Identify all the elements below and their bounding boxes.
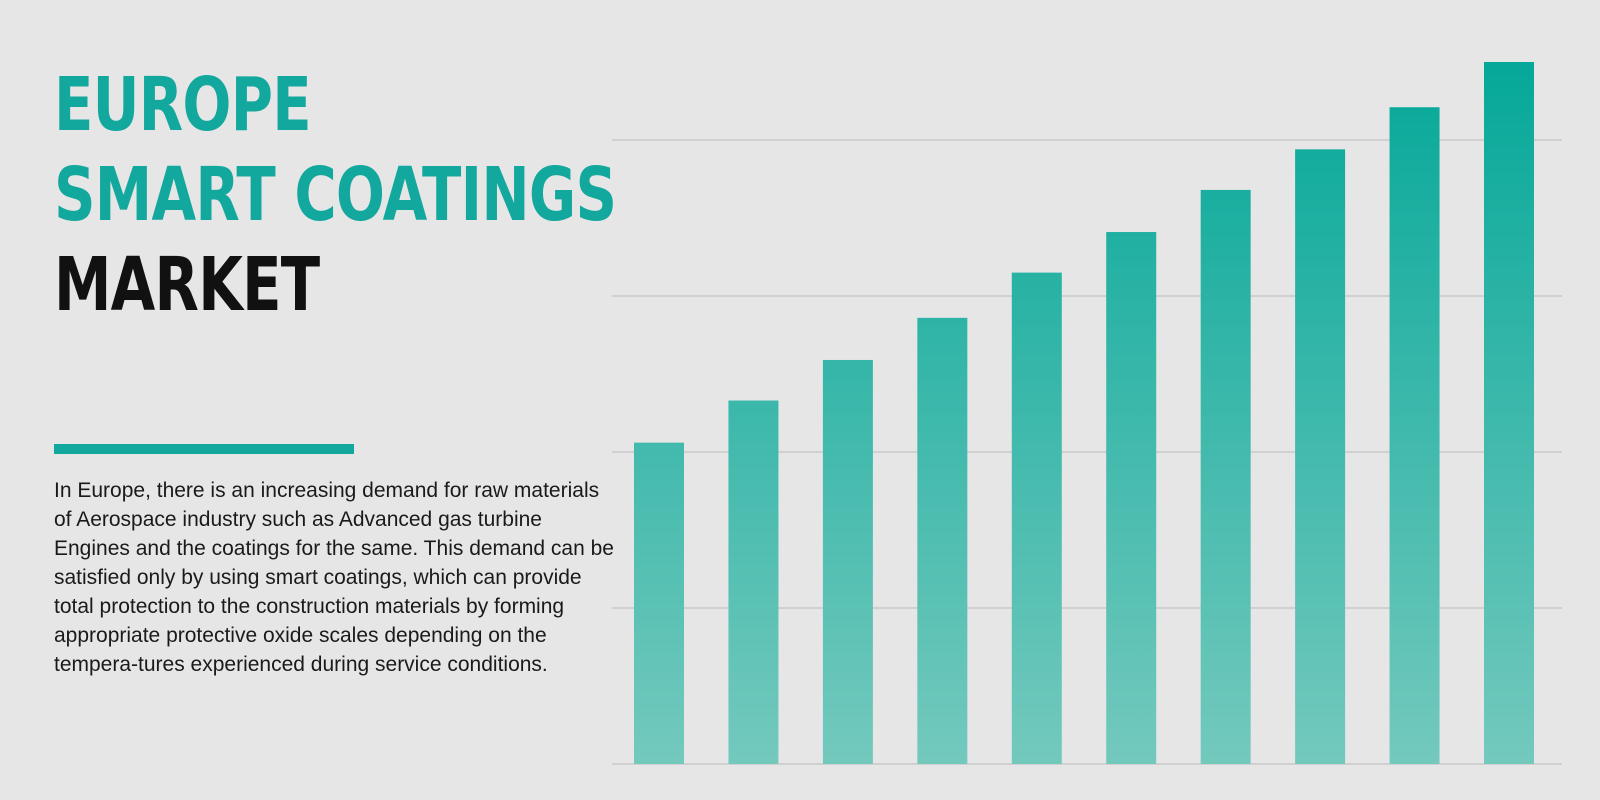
bar-5: [1011, 272, 1062, 764]
title-line-3: MARKET: [54, 242, 320, 328]
title-line-2: SMART COATINGS: [54, 152, 617, 238]
bar-2: [728, 400, 779, 764]
bar-8: [1295, 149, 1346, 765]
bar-6: [1106, 232, 1157, 765]
bar-9: [1389, 107, 1440, 765]
bar-10: [1484, 62, 1534, 764]
bar-1: [634, 442, 684, 764]
bar-3: [822, 359, 873, 764]
description-text: In Europe, there is an increasing demand…: [54, 479, 614, 676]
bar-7: [1200, 189, 1251, 765]
accent-divider: [54, 444, 354, 454]
bar-4: [917, 317, 968, 764]
page-title: EUROPE SMART COATINGS MARKET: [54, 60, 617, 330]
title-line-1: EUROPE: [54, 62, 312, 148]
